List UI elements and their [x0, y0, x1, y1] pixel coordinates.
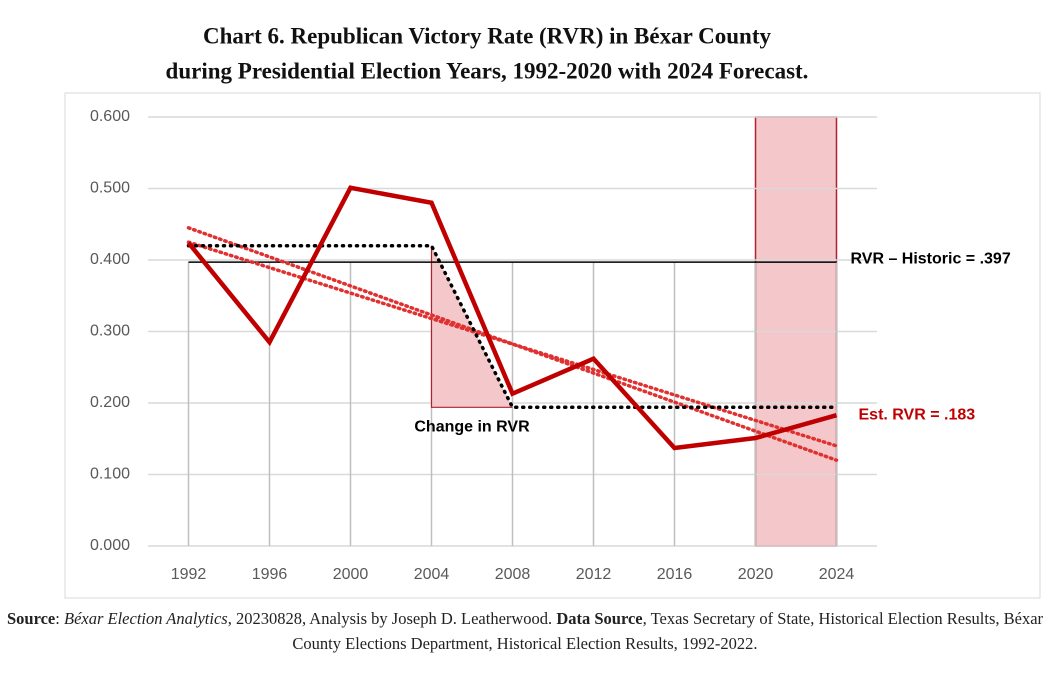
y-tick-label: 0.200 [90, 394, 130, 411]
change-label: Change in RVR [414, 419, 530, 436]
x-tick-label: 1996 [252, 566, 288, 583]
x-tick-label: 2004 [414, 566, 450, 583]
change-region [431, 245, 513, 408]
change-region-border [430, 245, 513, 408]
trend-line [186, 240, 839, 448]
y-tick-label: 0.100 [90, 466, 130, 483]
source-text: , Texas Secretary of State, Historical E… [292, 609, 1044, 653]
reference-label: RVR – Historic = .397 [851, 250, 1011, 267]
chart: Chart 6. Republican Victory Rate (RVR) i… [64, 23, 1041, 599]
x-tick-label: 1992 [171, 566, 207, 583]
chart-title: Chart 6. Republican Victory Rate (RVR) i… [203, 23, 771, 48]
source-label: Source [6, 609, 56, 628]
source-label: Data Source [556, 609, 643, 628]
chart-title: during Presidential Election Years, 1992… [166, 58, 809, 83]
source-text: : [55, 609, 64, 628]
x-tick-label: 2008 [495, 566, 531, 583]
source-text: Béxar Election Analytics [63, 609, 228, 628]
y-tick-label: 0.500 [90, 180, 130, 197]
y-tick-label: 0.300 [90, 323, 130, 340]
x-tick-label: 2020 [738, 566, 774, 583]
y-tick-label: 0.400 [90, 251, 130, 268]
x-tick-label: 2024 [819, 566, 855, 583]
forecast-label: Est. RVR = .183 [859, 406, 976, 423]
x-tick-label: 2016 [657, 566, 693, 583]
chart-frame [64, 92, 1041, 599]
source-text: , 20230828, Analysis by Joseph D. Leathe… [227, 609, 557, 628]
source-note: Source: Béxar Election Analytics, 202308… [0, 606, 1050, 656]
x-tick-label: 2012 [576, 566, 612, 583]
data-line [186, 185, 838, 451]
step-line [186, 243, 839, 410]
y-tick-label: 0.000 [90, 537, 130, 554]
x-tick-label: 2000 [333, 566, 369, 583]
y-tick-label: 0.600 [90, 108, 130, 125]
